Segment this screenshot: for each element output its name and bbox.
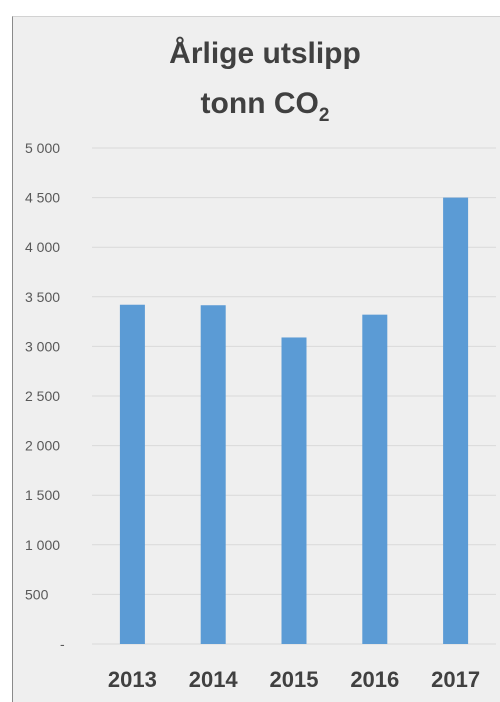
- y-tick-label: 2 000: [25, 438, 60, 454]
- y-axis-ticks: - 500 1 000 1 500 2 000 2 500 3 000 3 500 4 000 4…: [25, 140, 65, 652]
- y-tick-label: 1 500: [25, 487, 60, 503]
- x-category-label: 2014: [189, 667, 239, 692]
- y-tick-label: 2 500: [25, 388, 60, 404]
- y-tick-label: -: [60, 636, 65, 652]
- bar-2016: [362, 314, 388, 644]
- y-tick-label: 3 000: [25, 338, 60, 354]
- y-tick-label: 4 000: [25, 239, 60, 255]
- chart-title-subscript: 2: [319, 105, 330, 126]
- chart-title-line2: tonn CO2: [201, 87, 330, 126]
- y-tick-label: 4 500: [25, 190, 60, 206]
- bar-2013: [119, 304, 145, 644]
- x-category-label: 2013: [108, 667, 157, 692]
- y-tick-label: 500: [25, 586, 49, 602]
- x-category-label: 2016: [350, 667, 399, 692]
- y-tick-label: 5 000: [25, 140, 60, 156]
- bar-2014: [200, 305, 226, 644]
- bar-2017: [443, 197, 469, 644]
- x-category-label: 2017: [431, 667, 480, 692]
- bar-2015: [281, 337, 307, 644]
- x-category-label: 2015: [270, 667, 319, 692]
- bars: [119, 197, 469, 644]
- x-axis-categories: 2013 2014 2015 2016 2017: [108, 667, 480, 692]
- chart-title-unit: tonn CO: [201, 87, 319, 120]
- chart-title-line1: Årlige utslipp: [169, 37, 361, 70]
- y-tick-label: 1 000: [25, 537, 60, 553]
- chart-background: [12, 16, 500, 702]
- y-tick-label: 3 500: [25, 289, 60, 305]
